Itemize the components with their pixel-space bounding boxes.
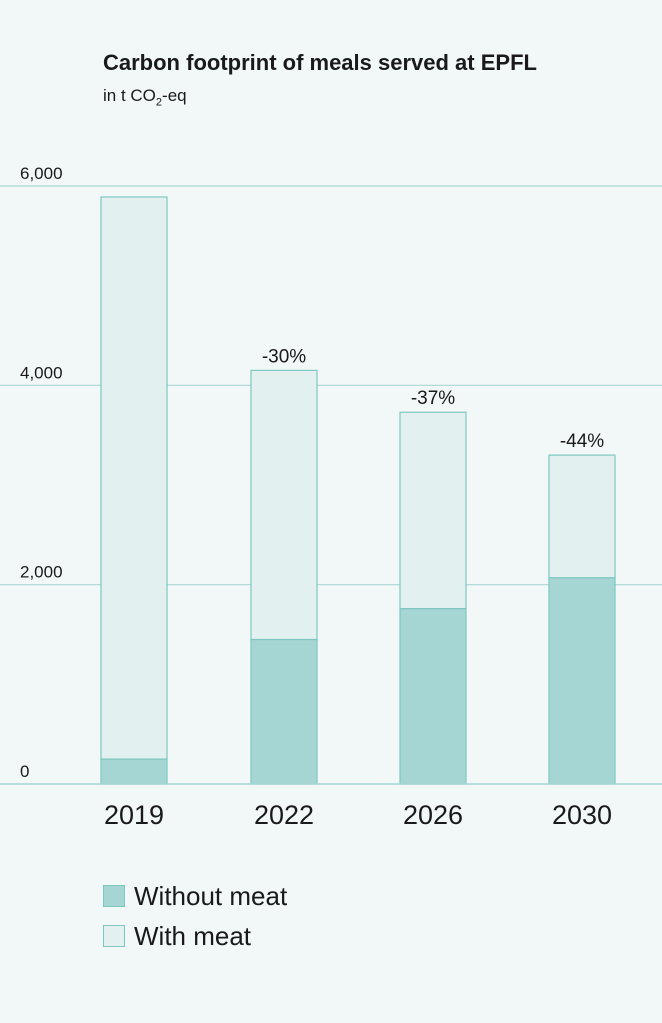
bar-2026-with-meat [399, 411, 467, 610]
x-tick-label-2022: 2022 [254, 800, 314, 830]
bar-2022-with-meat [250, 369, 318, 641]
subtitle-subscript: 2 [155, 96, 163, 109]
x-tick-label-2019: 2019 [104, 800, 164, 830]
legend-item-with-meat: With meat [103, 916, 287, 956]
subtitle-suffix: -eq [162, 86, 187, 105]
y-tick-label-0: 0 [20, 762, 29, 781]
bar-2022-without-meat [250, 638, 318, 785]
legend-swatch-with-meat [103, 925, 125, 947]
bar-2030-with-meat [548, 454, 616, 579]
x-tick-label-2030: 2030 [552, 800, 612, 830]
subtitle-text: in t CO [103, 86, 156, 105]
bar-2019-with-meat [100, 196, 168, 760]
bar-annotation-2026: -37% [411, 388, 455, 409]
legend-label-without-meat: Without meat [134, 880, 288, 911]
bar-annotation-2030: -44% [560, 431, 604, 452]
chart-subtitle: in t CO2-eq [103, 86, 187, 108]
bar-2030-without-meat [548, 577, 616, 785]
y-tick-label-4000: 4,000 [20, 363, 63, 382]
bar-annotation-2022: -30% [262, 346, 306, 367]
bar-2019-without-meat [100, 758, 168, 785]
y-tick-label-6000: 6,000 [20, 164, 63, 183]
legend-swatch-without-meat [103, 885, 125, 907]
legend-item-without-meat: Without meat [103, 876, 287, 916]
x-tick-label-2026: 2026 [403, 800, 463, 830]
bar-2026-without-meat [399, 607, 467, 785]
legend: Without meat With meat [103, 876, 287, 956]
y-tick-label-2000: 2,000 [20, 563, 63, 582]
chart-title: Carbon footprint of meals served at EPFL [103, 50, 537, 75]
legend-label-with-meat: With meat [134, 920, 252, 951]
